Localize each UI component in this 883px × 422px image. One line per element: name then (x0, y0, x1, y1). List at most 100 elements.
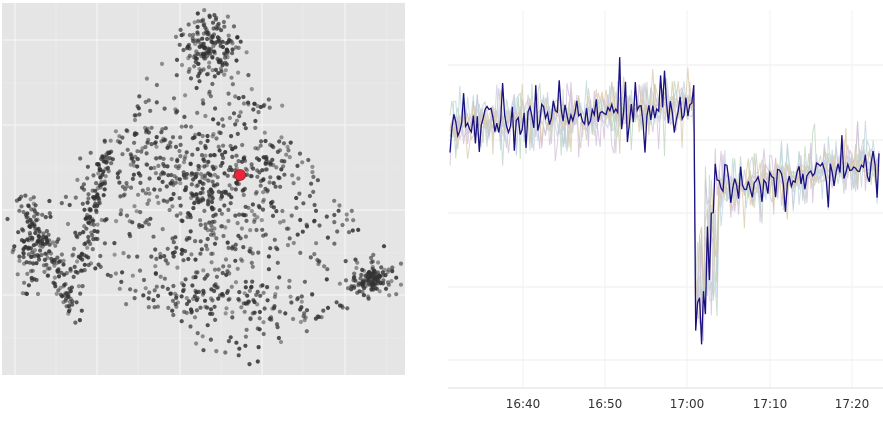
scatter-point (123, 187, 128, 192)
scatter-point (20, 227, 25, 232)
scatter-point (358, 276, 363, 281)
scatter-point (95, 186, 100, 191)
scatter-point (258, 293, 263, 298)
scatter-point (52, 263, 57, 268)
highlight-point (234, 169, 246, 181)
scatter-point (268, 175, 273, 180)
scatter-point (170, 135, 176, 140)
scatter-point (195, 11, 200, 16)
scatter-point (294, 195, 299, 201)
scatter-point (17, 208, 22, 213)
scatter-point (206, 202, 211, 207)
scatter-point (161, 198, 166, 203)
scatter-point (213, 17, 218, 22)
scatter-point (59, 201, 64, 206)
scatter-point (130, 176, 135, 181)
scatter-point (194, 290, 199, 295)
scatter-point (146, 305, 151, 310)
scatter-point (210, 81, 215, 87)
scatter-point (152, 305, 157, 310)
scatter-point (287, 278, 292, 283)
scatter-point (212, 304, 217, 309)
scatter-point (255, 289, 260, 294)
scatter-point (257, 316, 262, 321)
scatter-point (31, 214, 37, 219)
scatter-point (335, 229, 340, 234)
scatter-point (247, 288, 252, 293)
scatter-point (36, 257, 42, 262)
scatter-point (226, 339, 231, 344)
scatter-point (188, 324, 193, 329)
scatter-point (118, 212, 123, 217)
scatter-point (265, 188, 270, 193)
scatter-point (115, 139, 120, 144)
scatter-point (17, 258, 22, 263)
scatter-point (170, 308, 175, 313)
scatter-point (178, 27, 183, 32)
scatter-point (307, 193, 312, 199)
scatter-point (387, 293, 392, 298)
scatter-point (117, 286, 122, 291)
scatter-point (127, 231, 132, 237)
scatter-point (187, 33, 192, 38)
scatter-point (28, 197, 33, 202)
scatter-point (34, 261, 39, 266)
scatter-point (306, 157, 311, 163)
scatter-point (179, 251, 184, 256)
scatter-point (209, 199, 215, 205)
scatter-point (230, 315, 235, 320)
scatter-point (185, 214, 190, 220)
scatter-point (257, 205, 262, 210)
scatter-point (257, 327, 262, 332)
scatter-point (290, 173, 295, 178)
scatter-point (163, 258, 168, 263)
scatter-point (171, 240, 176, 245)
scatter-point (332, 198, 337, 203)
scatter-point (254, 227, 259, 233)
scatter-point (263, 161, 268, 166)
scatter-point (145, 162, 150, 167)
scatter-point (222, 51, 227, 56)
scatter-point (114, 219, 119, 224)
scatter-point (96, 196, 101, 201)
scatter-point (261, 320, 266, 325)
scatter-point (322, 264, 327, 269)
scatter-point (262, 102, 267, 107)
scatter-point (243, 234, 248, 239)
scatter-point (93, 188, 98, 193)
scatter-point (33, 230, 38, 236)
scatter-point (248, 228, 253, 233)
scatter-point (253, 125, 258, 130)
scatter-point (15, 272, 20, 277)
scatter-point (65, 221, 71, 227)
scatter-point (156, 176, 161, 181)
scatter-point (191, 177, 196, 182)
scatter-point (29, 237, 35, 242)
scatter-point (82, 242, 87, 247)
scatter-point (66, 309, 72, 314)
scatter-point (350, 228, 355, 233)
scatter-point (173, 34, 179, 40)
scatter-point (108, 273, 113, 279)
scatter-point (222, 72, 227, 77)
scatter-point (149, 142, 154, 147)
scatter-point (210, 190, 215, 195)
scatter-point (221, 189, 226, 194)
scatter-point (349, 208, 354, 213)
scatter-point (77, 231, 82, 236)
scatter-point (211, 44, 216, 49)
scatter-point (210, 179, 215, 184)
scatter-point (144, 76, 149, 81)
scatter-point (198, 51, 203, 57)
scatter-point (192, 135, 197, 140)
x-tick-label: 17:20 (835, 397, 870, 411)
scatter-point (99, 217, 104, 223)
scatter-point (81, 230, 86, 235)
scatter-point (121, 251, 126, 256)
scatter-point (205, 30, 210, 35)
scatter-point (186, 299, 192, 304)
scatter-point (87, 206, 92, 212)
scatter-point (177, 196, 182, 201)
scatter-point (200, 181, 205, 186)
scatter-point (206, 189, 211, 194)
